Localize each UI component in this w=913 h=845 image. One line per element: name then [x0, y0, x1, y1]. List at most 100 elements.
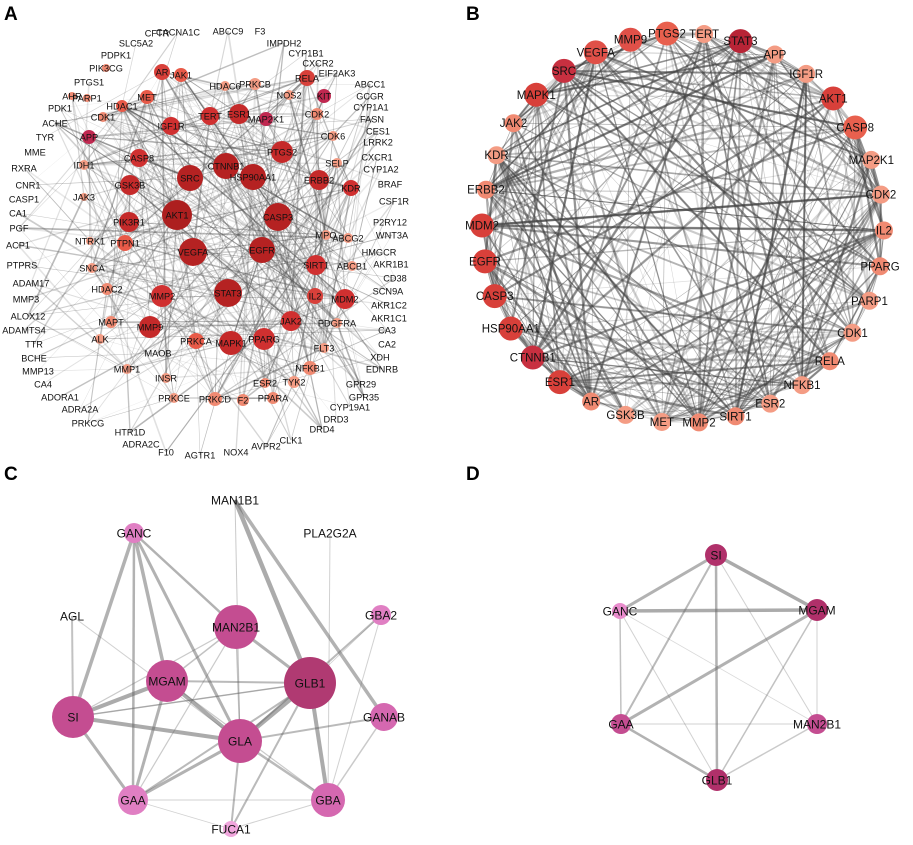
- node-label: IL2: [876, 225, 892, 237]
- node-label: KDR: [341, 183, 361, 193]
- edge: [121, 105, 316, 297]
- edge: [264, 187, 352, 384]
- node-ganab: GANAB: [363, 703, 405, 731]
- edge: [124, 242, 317, 266]
- edge: [698, 331, 854, 424]
- node-label: AGTR1: [185, 450, 216, 460]
- edge: [157, 251, 194, 354]
- edge: [214, 277, 396, 400]
- edge: [209, 30, 229, 117]
- edge: [161, 74, 182, 297]
- edge: [263, 106, 372, 340]
- node-circle: [473, 249, 498, 274]
- edge: [18, 227, 175, 399]
- node-label: HTR1D: [115, 427, 146, 437]
- node-si: SI: [52, 696, 94, 738]
- edge: [180, 74, 265, 340]
- node-gaa: GAA: [608, 714, 634, 734]
- node-mapk1: MAPK1: [215, 331, 247, 355]
- edge: [180, 74, 279, 218]
- edge: [27, 315, 128, 370]
- edge: [88, 136, 126, 244]
- edge: [481, 193, 882, 227]
- node-ptprs: PTPRS: [7, 260, 38, 270]
- node-circle: [220, 81, 230, 91]
- node-circle: [218, 719, 262, 763]
- edge: [559, 360, 830, 384]
- node-avpr2: AVPR2: [251, 441, 280, 451]
- edge: [832, 98, 882, 195]
- node-circle: [498, 316, 523, 341]
- node-circle: [843, 115, 868, 140]
- edge: [129, 184, 292, 322]
- node-jak2: JAK2: [280, 311, 302, 331]
- node-scn9a: SCN9A: [373, 286, 405, 296]
- edge: [88, 136, 91, 242]
- edge: [126, 368, 131, 433]
- node-ctnnb1: CTNNB1: [510, 345, 556, 370]
- node-esr1: ESR1: [545, 370, 575, 395]
- edge: [496, 33, 668, 156]
- edge: [89, 177, 191, 242]
- node-map2k1: MAP2K1: [849, 150, 894, 169]
- edge: [661, 40, 742, 423]
- node-label: JAK2: [280, 316, 302, 326]
- node-cdk2: CDK2: [305, 108, 329, 120]
- edge: [563, 70, 856, 129]
- node-label: SELP: [325, 158, 349, 168]
- edge: [138, 157, 151, 328]
- node-label: SNCA: [79, 263, 105, 273]
- edge: [332, 72, 338, 137]
- edge: [316, 113, 396, 279]
- node-label: F10: [158, 447, 174, 457]
- edge: [344, 298, 365, 398]
- node-pdgfra: PDGFRA: [318, 318, 357, 328]
- edge: [481, 224, 881, 268]
- node-circle: [117, 235, 133, 251]
- edge: [265, 367, 311, 447]
- edge: [209, 115, 292, 322]
- edge: [496, 154, 771, 405]
- node-circle: [547, 370, 572, 395]
- node-label: EIF2AK3: [319, 68, 356, 78]
- node-slc5a2: SLC5A2: [119, 38, 153, 48]
- node-circle: [201, 107, 219, 125]
- edge: [590, 127, 856, 402]
- edge: [106, 221, 130, 290]
- node-circle: [874, 221, 893, 240]
- edge: [661, 384, 803, 423]
- edge: [161, 234, 393, 297]
- edge: [496, 154, 736, 417]
- node-label: EGFR: [469, 256, 501, 268]
- node-label: MMP3: [13, 294, 40, 304]
- edge: [563, 70, 700, 423]
- edge: [590, 52, 597, 402]
- node-cftr: CFTR: [145, 28, 170, 38]
- node-mdm2: MDM2: [465, 213, 499, 238]
- node-label: PPARG: [860, 261, 899, 273]
- edge: [715, 553, 818, 612]
- edge: [484, 261, 534, 358]
- edge: [510, 300, 870, 330]
- edge: [110, 74, 182, 323]
- node-label: KIT: [317, 91, 332, 101]
- edge: [83, 157, 140, 166]
- node-tyk2: TYK2: [283, 376, 305, 388]
- edge: [17, 176, 254, 246]
- edge: [192, 251, 232, 344]
- edge: [102, 42, 285, 118]
- edge: [252, 176, 327, 236]
- edge: [132, 532, 242, 742]
- node-circle: [118, 785, 148, 815]
- node-man1b1: MAN1B1: [211, 493, 259, 507]
- edge: [801, 73, 807, 386]
- edge: [264, 179, 320, 384]
- node-sirt1: SIRT1: [719, 407, 752, 426]
- node-hsp90aa1: HSP90AA1: [482, 316, 540, 341]
- edge: [102, 116, 227, 167]
- edge: [288, 94, 325, 349]
- node-circle: [223, 821, 239, 837]
- edge: [195, 298, 346, 342]
